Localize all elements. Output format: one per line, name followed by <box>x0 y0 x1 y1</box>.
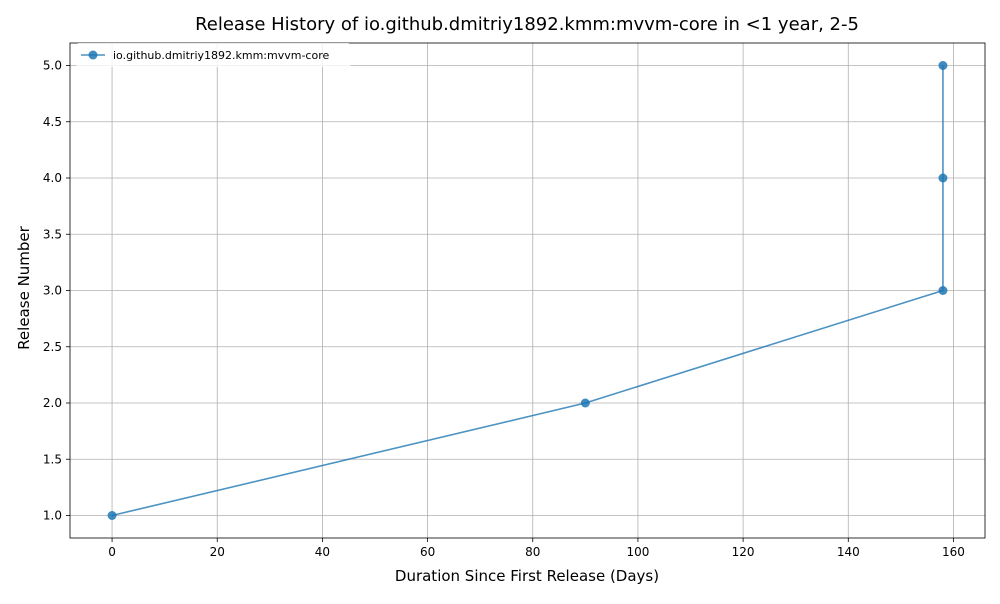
x-axis-ticks: 0 20 40 60 80 100 120 140 160 <box>108 538 965 559</box>
x-axis-label: Duration Since First Release (Days) <box>395 567 659 585</box>
y-tick-label: 2.5 <box>43 340 62 354</box>
chart-title: Release History of io.github.dmitriy1892… <box>195 14 859 35</box>
x-tick-label: 140 <box>837 545 860 559</box>
y-tick-label: 3.0 <box>43 284 62 298</box>
x-tick-label: 20 <box>210 545 225 559</box>
x-tick-label: 120 <box>732 545 755 559</box>
data-point <box>938 61 948 70</box>
x-tick-label: 160 <box>942 545 965 559</box>
data-point <box>580 398 590 408</box>
y-tick-label: 5.0 <box>43 59 62 73</box>
y-tick-label: 4.0 <box>43 171 62 185</box>
y-tick-label: 3.5 <box>43 227 62 241</box>
x-tick-label: 80 <box>525 545 540 559</box>
series-layer <box>107 61 948 520</box>
y-tick-label: 4.5 <box>43 115 62 129</box>
legend-frame <box>76 43 351 67</box>
legend-marker-swatch <box>88 50 98 60</box>
data-point <box>938 173 948 183</box>
y-axis-label: Release Number <box>15 225 33 349</box>
x-tick-label: 60 <box>420 545 435 559</box>
x-tick-label: 0 <box>108 545 116 559</box>
y-tick-label: 2.0 <box>43 396 62 410</box>
y-tick-label: 1.5 <box>43 452 62 466</box>
y-axis-ticks: 1.0 1.5 2.0 2.5 3.0 3.5 4.0 4.5 5.0 <box>43 59 70 523</box>
legend: io.github.dmitriy1892.kmm:mvvm-core <box>76 43 351 67</box>
grid-layer <box>70 43 985 538</box>
x-tick-label: 100 <box>626 545 649 559</box>
legend-entry-label: io.github.dmitriy1892.kmm:mvvm-core <box>113 49 329 62</box>
y-tick-label: 1.0 <box>43 509 62 523</box>
data-point <box>107 511 117 520</box>
x-tick-label: 40 <box>315 545 330 559</box>
data-point <box>938 286 948 295</box>
